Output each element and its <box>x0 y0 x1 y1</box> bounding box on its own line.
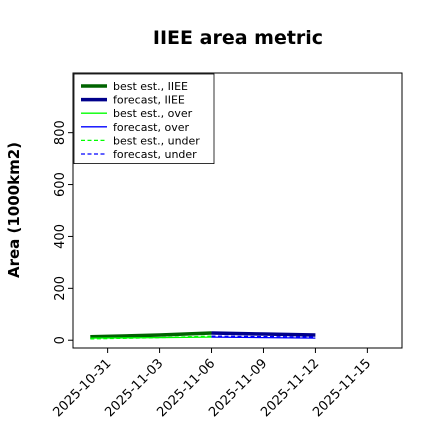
x-axis: 2025-10-312025-11-032025-11-062025-11-09… <box>50 348 374 420</box>
series-line-4 <box>90 335 212 340</box>
legend-label-5: forecast, under <box>113 148 197 161</box>
series-line-1 <box>211 331 316 337</box>
legend-label-2: best est., over <box>113 107 193 120</box>
legend-label-1: forecast, IIEE <box>113 94 185 107</box>
chart-title: IIEE area metric <box>153 27 323 49</box>
y-tick-label-4: 800 <box>53 120 68 145</box>
y-axis-label: Area (1000km2) <box>5 142 23 278</box>
legend-label-0: best est., IIEE <box>113 80 188 93</box>
series-line-0 <box>90 331 212 339</box>
y-tick-label-1: 200 <box>53 276 68 301</box>
y-tick-label-2: 400 <box>53 224 68 249</box>
series-line-5 <box>211 335 316 338</box>
plot-frame <box>72 72 403 349</box>
legend-box <box>73 73 215 164</box>
y-axis: 0 200 400 600 800 <box>53 120 73 344</box>
series-layer <box>90 331 316 340</box>
y-tick-label-3: 600 <box>53 172 68 197</box>
plot-area: 0 200 400 600 800 2025-10-312025-11-032025-1… <box>50 72 403 420</box>
y-tick-label-0: 0 <box>53 336 68 344</box>
series-line-3 <box>211 336 316 339</box>
legend-label-4: best est., under <box>113 134 200 147</box>
legend-label-3: forecast, over <box>113 121 189 134</box>
